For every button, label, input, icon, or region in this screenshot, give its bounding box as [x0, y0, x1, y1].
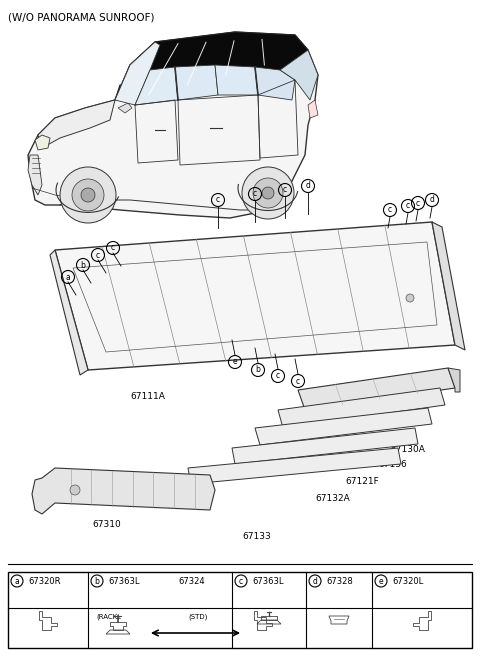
Text: e: e: [379, 577, 384, 586]
Circle shape: [253, 178, 283, 208]
Text: 67130A: 67130A: [390, 445, 425, 454]
Circle shape: [81, 188, 95, 202]
Text: c: c: [416, 199, 420, 207]
Text: 67111A: 67111A: [131, 392, 166, 401]
Polygon shape: [55, 222, 455, 370]
Text: (STD): (STD): [188, 614, 207, 621]
Text: c: c: [406, 201, 410, 211]
Text: c: c: [276, 371, 280, 380]
Polygon shape: [118, 103, 132, 113]
Text: 67320R: 67320R: [28, 577, 60, 586]
Polygon shape: [432, 222, 465, 350]
Text: 67324: 67324: [178, 577, 204, 586]
Polygon shape: [448, 368, 460, 392]
Polygon shape: [32, 468, 215, 514]
Text: c: c: [96, 251, 100, 260]
Text: 67310: 67310: [92, 520, 121, 529]
Text: c: c: [216, 195, 220, 205]
Circle shape: [70, 485, 80, 495]
Bar: [8, 572, 472, 648]
Polygon shape: [188, 448, 401, 484]
Text: d: d: [312, 577, 317, 586]
Text: 67363L: 67363L: [108, 577, 140, 586]
Text: 67132A: 67132A: [315, 494, 350, 503]
Text: d: d: [306, 182, 311, 190]
Polygon shape: [278, 388, 445, 428]
Text: b: b: [81, 260, 85, 270]
Text: c: c: [239, 577, 243, 586]
Polygon shape: [308, 100, 318, 118]
Circle shape: [72, 179, 104, 211]
Text: (RACK): (RACK): [96, 614, 120, 621]
Text: b: b: [95, 577, 99, 586]
Polygon shape: [215, 65, 258, 95]
Text: 67328: 67328: [326, 577, 353, 586]
Polygon shape: [35, 135, 50, 150]
Text: d: d: [430, 195, 434, 205]
Text: 67121F: 67121F: [345, 477, 379, 486]
Polygon shape: [115, 32, 310, 100]
Text: c: c: [296, 377, 300, 386]
Polygon shape: [135, 67, 178, 105]
Circle shape: [60, 167, 116, 223]
Polygon shape: [38, 100, 115, 148]
Text: 67133: 67133: [242, 532, 271, 541]
Polygon shape: [175, 65, 218, 100]
Polygon shape: [255, 67, 295, 100]
Text: 67363L: 67363L: [252, 577, 284, 586]
Circle shape: [262, 187, 274, 199]
Circle shape: [294, 134, 306, 146]
Circle shape: [406, 294, 414, 302]
Text: 67320L: 67320L: [392, 577, 423, 586]
Text: a: a: [66, 272, 71, 281]
Text: b: b: [255, 365, 261, 375]
Text: c: c: [388, 205, 392, 215]
Polygon shape: [298, 368, 455, 410]
Text: a: a: [14, 577, 19, 586]
Polygon shape: [50, 250, 88, 375]
Polygon shape: [28, 32, 318, 218]
Text: e: e: [233, 358, 237, 367]
Text: (W/O PANORAMA SUNROOF): (W/O PANORAMA SUNROOF): [8, 12, 155, 22]
Text: 67136: 67136: [378, 460, 407, 469]
Text: c: c: [253, 190, 257, 199]
Polygon shape: [115, 42, 160, 105]
Polygon shape: [280, 50, 318, 100]
Circle shape: [242, 167, 294, 219]
Polygon shape: [255, 408, 432, 445]
Text: c: c: [111, 243, 115, 253]
Polygon shape: [28, 155, 42, 195]
Polygon shape: [232, 428, 418, 464]
Text: c: c: [283, 186, 287, 194]
